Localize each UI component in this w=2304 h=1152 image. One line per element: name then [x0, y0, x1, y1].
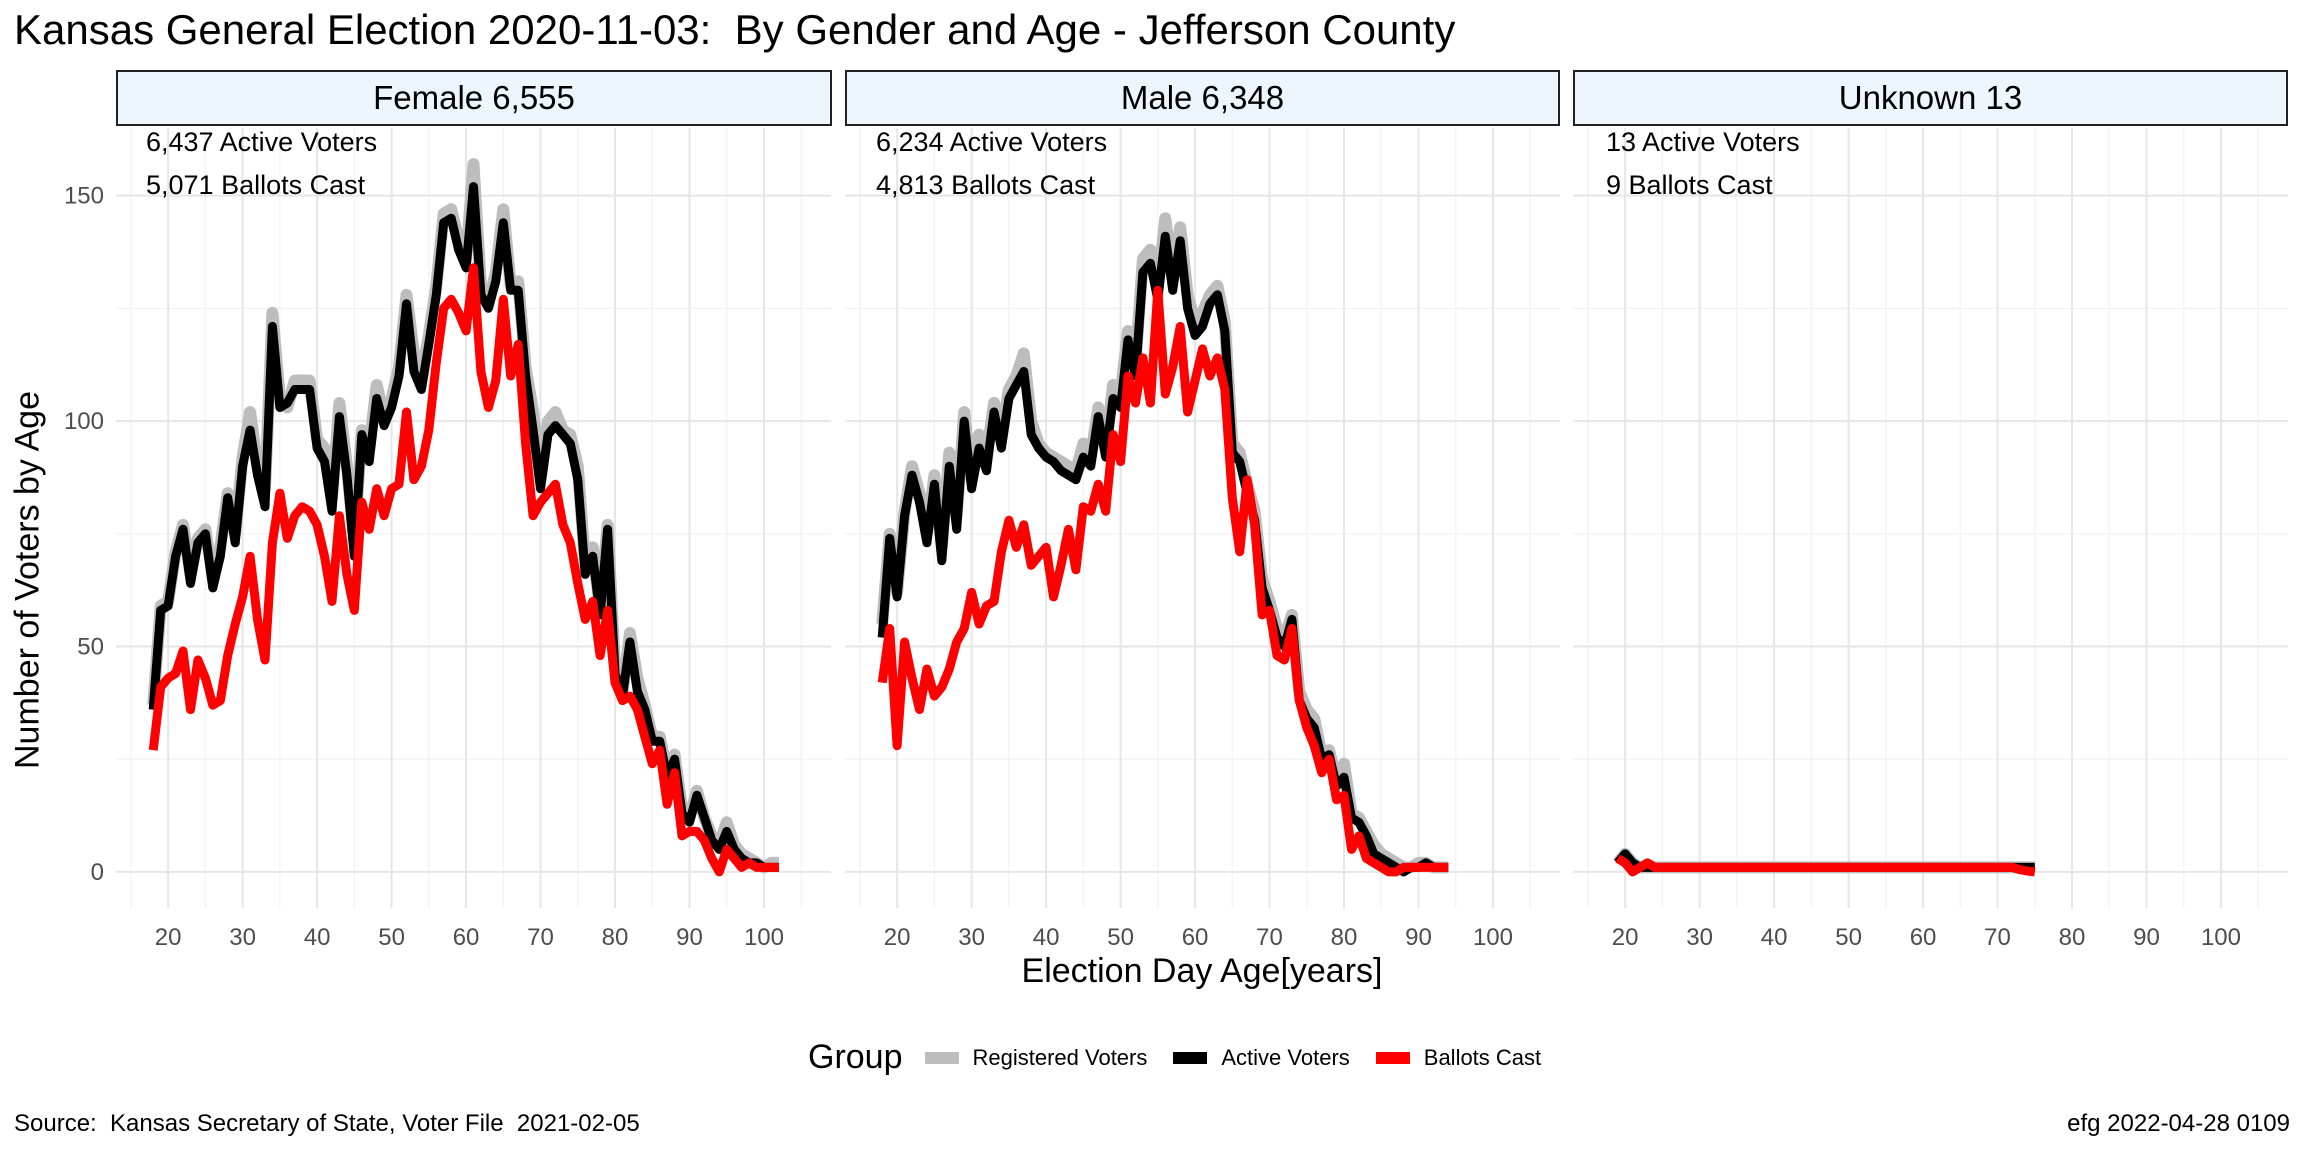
- legend-label-registered: Registered Voters: [972, 1044, 1148, 1070]
- y-tick-label: 0: [91, 859, 104, 886]
- y-tick-label: 50: [77, 633, 104, 660]
- x-tick-label: 90: [1405, 924, 1432, 951]
- chart-title: Kansas General Election 2020-11-03: By G…: [14, 6, 1456, 53]
- source-note: Source: Kansas Secretary of State, Voter…: [14, 1110, 640, 1137]
- unknown-ballots-cast-note: 9 Ballots Cast: [1606, 170, 1773, 200]
- panel-female: 20 30 40 50 60 70 80 90 100: [116, 128, 831, 951]
- x-tick-label: 80: [1331, 924, 1358, 951]
- x-tick-label: 60: [453, 924, 480, 951]
- y-axis-ticks: 0 50 100 150: [64, 183, 104, 886]
- x-tick-label: 70: [527, 924, 554, 951]
- x-tick-label: 60: [1182, 924, 1209, 951]
- legend: Group Registered Voters Active Voters Ba…: [808, 1038, 1567, 1077]
- x-tick-label: 60: [1910, 924, 1937, 951]
- x-tick-label: 70: [1984, 924, 2011, 951]
- x-tick-label: 100: [1473, 924, 1513, 951]
- y-tick-label: 100: [64, 408, 104, 435]
- female-ballots-cast-note: 5,071 Ballots Cast: [146, 170, 366, 200]
- facet-strip-female: Female 6,555: [116, 70, 832, 126]
- legend-key-ballots: [1375, 1051, 1410, 1064]
- y-axis-label: Number of Voters by Age: [8, 391, 47, 769]
- x-tick-label: 40: [304, 924, 331, 951]
- x-tick-label: 80: [2059, 924, 2086, 951]
- x-tick-label: 30: [229, 924, 256, 951]
- x-tick-label: 40: [1761, 924, 1788, 951]
- x-tick-label: 90: [2133, 924, 2160, 951]
- male-ballots-cast-note: 4,813 Ballots Cast: [876, 170, 1096, 200]
- x-axis-label: Election Day Age[years]: [1021, 952, 1383, 990]
- panel-unknown: 20 30 40 50 60 70 80 90 100: [1573, 128, 2288, 951]
- x-tick-label: 20: [884, 924, 911, 951]
- x-tick-label: 20: [155, 924, 182, 951]
- y-tick-label: 150: [64, 183, 104, 210]
- x-tick-label: 100: [2201, 924, 2241, 951]
- x-tick-label: 100: [744, 924, 784, 951]
- x-tick-label: 30: [958, 924, 985, 951]
- series-line-ballots-cast: [1615, 854, 2036, 877]
- legend-title: Group: [808, 1038, 903, 1076]
- x-tick-label: 90: [676, 924, 703, 951]
- female-active-voters-note: 6,437 Active Voters: [146, 127, 378, 157]
- facet-strip-male: Male 6,348: [845, 70, 1560, 126]
- legend-label-ballots: Ballots Cast: [1423, 1044, 1542, 1070]
- series-line-registered-voters: [876, 212, 1449, 874]
- legend-item-active: Active Voters: [1173, 1044, 1350, 1071]
- legend-item-registered: Registered Voters: [924, 1044, 1148, 1071]
- series-line-ballots-cast: [148, 263, 779, 877]
- x-tick-label: 20: [1612, 924, 1639, 951]
- facet-strip-unknown: Unknown 13: [1573, 70, 2288, 126]
- legend-key-registered: [924, 1051, 959, 1064]
- x-tick-label: 50: [1107, 924, 1134, 951]
- x-tick-label: 50: [1835, 924, 1862, 951]
- credit-note: efg 2022-04-28 0109: [2067, 1110, 2290, 1137]
- series-line-active-voters: [877, 231, 1449, 877]
- x-tick-label: 40: [1033, 924, 1060, 951]
- legend-item-ballots: Ballots Cast: [1375, 1044, 1542, 1071]
- legend-key-active: [1173, 1051, 1208, 1064]
- panel-male: 20 30 40 50 60 70 80 90 100: [845, 128, 1560, 951]
- series-line-active-voters: [148, 182, 779, 872]
- x-tick-label: 70: [1256, 924, 1283, 951]
- legend-label-active: Active Voters: [1221, 1044, 1350, 1070]
- x-tick-label: 80: [602, 924, 629, 951]
- unknown-active-voters-note: 13 Active Voters: [1606, 127, 1800, 157]
- x-tick-label: 30: [1686, 924, 1713, 951]
- x-tick-label: 50: [378, 924, 405, 951]
- series-line-ballots-cast: [877, 285, 1449, 877]
- male-active-voters-note: 6,234 Active Voters: [876, 127, 1108, 157]
